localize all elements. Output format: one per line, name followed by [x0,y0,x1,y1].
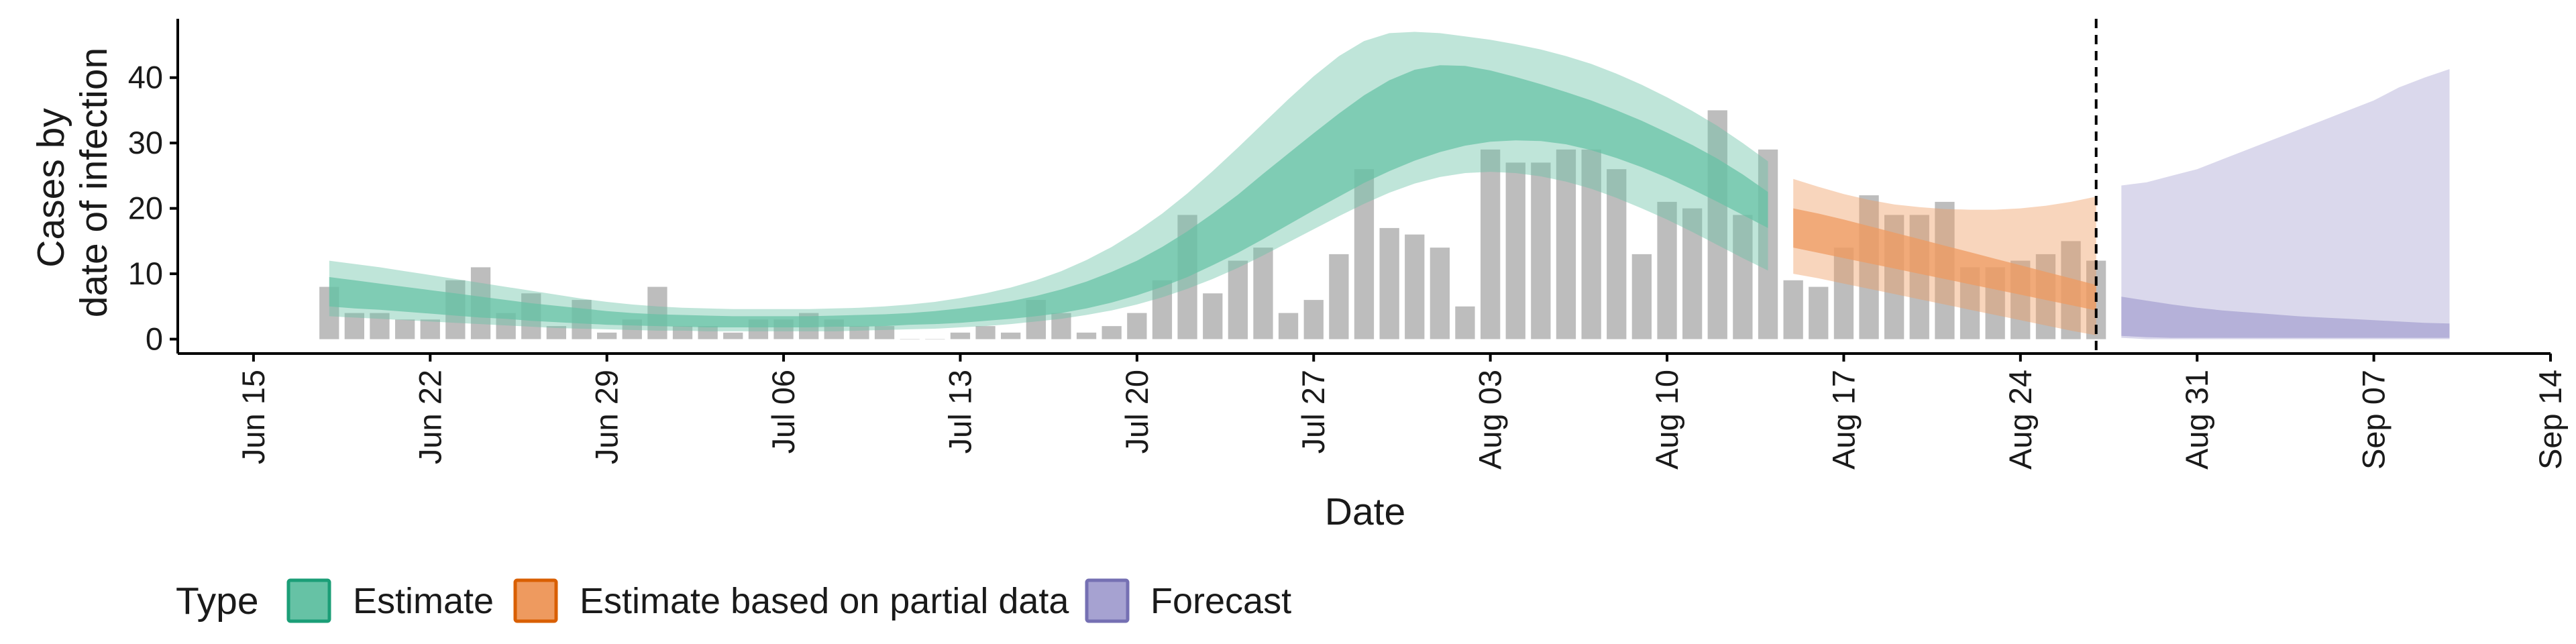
y-tick-label: 0 [146,321,163,357]
x-tick-label: Jul 06 [765,370,801,453]
case-bar [1127,313,1147,339]
x-tick-label: Jul 20 [1119,370,1155,453]
case-bar [975,326,996,339]
case-bar [1682,208,1703,339]
case-bar [1152,280,1173,339]
estimate-based-on-partial-data-band-50 [1793,208,2096,311]
x-axis-title: Date [1325,490,1405,533]
case-bar [1909,215,1929,339]
legend-swatch-estimate [286,578,331,623]
case-bar [1481,149,1501,339]
case-bar [1354,169,1375,339]
case-bar [1051,313,1071,339]
x-tick-label: Aug 03 [1472,370,1508,470]
legend-label-forecast: Forecast [1150,581,1291,621]
legend-label-estimate: Estimate [353,581,494,621]
case-bar [874,326,895,339]
case-bar [1253,248,1273,339]
case-bar [1531,162,1551,339]
legend-item-estimate: Estimate [286,578,494,623]
case-bar [1379,227,1399,339]
case-bar [1303,300,1324,339]
case-bar [1329,254,1349,339]
forecast-band-90 [2121,69,2450,339]
case-bar [1657,201,1677,339]
y-tick-label: 20 [128,191,163,226]
case-bar [1102,326,1122,339]
case-bar [1430,248,1450,339]
x-tick-label: Aug 24 [2002,370,2038,470]
case-bar [1001,332,1021,339]
case-bar [370,313,390,339]
y-axis-ticks: 0 10 20 30 40 [128,60,178,357]
case-bar [546,326,566,339]
case-bar [420,319,440,339]
x-tick-label: Jul 13 [943,370,978,453]
legend-item-partial: Estimate based on partial data [513,578,1069,623]
legend-swatch-partial [513,578,558,623]
x-tick-label: Aug 17 [1825,370,1861,470]
case-bar [1278,313,1299,339]
case-bar [672,326,693,339]
y-tick-label: 40 [128,60,163,95]
legend-item-forecast: Forecast [1085,578,1291,623]
case-bar [723,332,743,339]
case-bar [1607,169,1627,339]
y-tick-label: 30 [128,125,163,160]
case-bar [1076,332,1097,339]
case-bar [1505,162,1525,339]
case-bar [1783,280,1803,339]
case-bar [1733,215,1753,339]
legend-label-partial: Estimate based on partial data [580,581,1069,621]
case-bar [1758,149,1778,339]
x-tick-label: Jun 29 [589,370,625,464]
case-bar [1859,195,1879,339]
estimate-band-90 [329,32,1768,331]
legend: Type Estimate Estimate based on partial … [176,578,1291,623]
estimate-band-50 [329,65,1768,327]
x-tick-label: Sep 14 [2532,370,2568,470]
case-bar [950,332,971,339]
y-tick-label: 10 [128,256,163,291]
legend-title: Type [176,580,259,623]
case-bar [1203,293,1223,339]
x-tick-label: Jun 15 [235,370,271,464]
y-axis-title: Cases by date of infection [30,48,115,317]
x-tick-label: Jul 27 [1295,370,1331,453]
case-bar [698,326,718,339]
estimate-bands [329,32,2450,339]
case-bar [647,286,667,339]
case-bar [900,339,920,340]
x-axis-ticks: Jun 15 Jun 22 Jun 29 Jul 06 Jul 13 Jul 20 Jul … [235,354,2568,470]
y-axis-title-line-1: Cases by [30,108,72,268]
y-axis-title-line-2: date of infection [72,48,115,317]
case-bar [1707,110,1727,339]
case-bar [925,339,945,340]
x-tick-label: Aug 10 [1649,370,1684,470]
x-tick-label: Jun 22 [412,370,447,464]
case-bar [1228,260,1248,339]
case-bar [849,326,869,339]
case-bar [1581,149,1601,339]
plot-area: 0 10 20 30 40 Jun 15 Jun 22 Jun 29 Jul 06 Jul 13… [128,19,2568,470]
case-bar [1405,234,1425,339]
case-bar [395,319,415,339]
x-tick-label: Aug 31 [2179,370,2214,470]
case-bar [1809,286,1829,339]
x-tick-label: Sep 07 [2356,370,2392,470]
case-bar [1556,149,1576,339]
case-bar [1833,248,1854,339]
case-bar [344,313,364,339]
case-bar [597,332,617,339]
case-bar [1455,306,1475,339]
forecast-band-50 [2121,297,2450,338]
legend-swatch-forecast [1085,578,1130,623]
case-bar [1631,254,1652,339]
